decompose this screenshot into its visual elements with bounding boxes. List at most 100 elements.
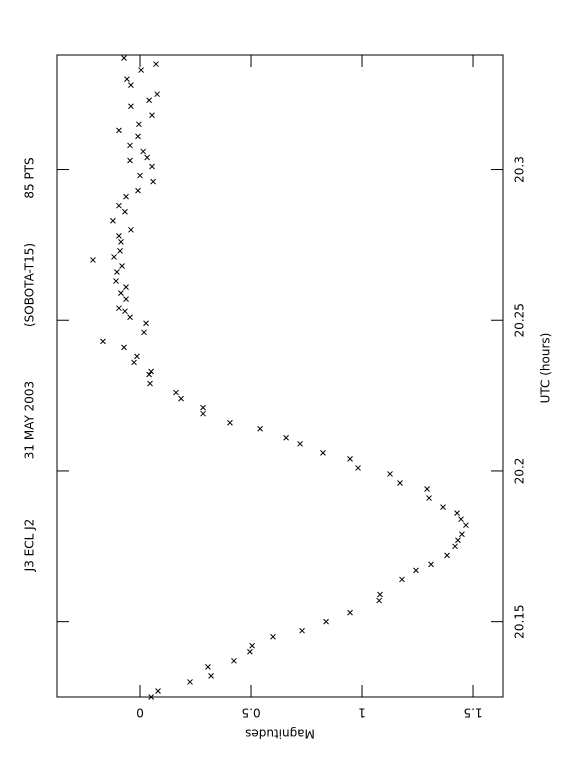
- data-point: [205, 664, 211, 670]
- data-point: [118, 290, 124, 296]
- y-axis-label: Magnitudes: [245, 727, 315, 741]
- data-point: [116, 202, 122, 209]
- x-tick-label: 20.25: [513, 303, 527, 337]
- data-point: [173, 389, 179, 396]
- data-point: [320, 450, 326, 456]
- data-point: [455, 537, 461, 544]
- data-point: [323, 618, 329, 625]
- data-point: [270, 633, 276, 640]
- data-point: [347, 609, 353, 616]
- data-point: [148, 694, 154, 700]
- y-tick-label: 0: [136, 706, 144, 720]
- data-point: [426, 495, 432, 501]
- y-tick-label: 1.5: [463, 706, 482, 720]
- data-point: [123, 193, 129, 200]
- data-point: [135, 187, 141, 194]
- data-point: [121, 344, 127, 351]
- data-point: [127, 142, 133, 149]
- data-point: [134, 353, 140, 360]
- data-point: [123, 284, 129, 290]
- plot-frame: [56, 54, 504, 698]
- data-point: [128, 226, 134, 233]
- data-point: [459, 531, 465, 538]
- data-point: [117, 248, 123, 254]
- data-point: [299, 627, 305, 634]
- data-point: [452, 543, 458, 550]
- data-point: [146, 97, 152, 104]
- data-point: [118, 239, 124, 245]
- data-point: [424, 486, 430, 492]
- data-point: [154, 91, 160, 98]
- data-point: [114, 269, 120, 275]
- data-point: [257, 425, 263, 432]
- title-observatory: (SOBOTA-T15): [23, 243, 37, 327]
- data-point: [297, 440, 303, 447]
- data-point: [113, 278, 119, 284]
- data-point: [355, 465, 361, 471]
- data-point: [136, 121, 142, 128]
- x-tick-label: 20.3: [513, 156, 527, 183]
- data-point: [143, 320, 149, 327]
- x-axis-label: UTC (hours): [539, 333, 553, 404]
- data-point: [283, 434, 289, 441]
- data-point: [90, 257, 96, 263]
- data-point: [249, 642, 255, 649]
- data-point: [413, 567, 419, 574]
- data-point: [440, 504, 446, 510]
- title-count: 85 PTS: [23, 157, 37, 198]
- data-point: [116, 232, 122, 239]
- data-point: [140, 148, 146, 155]
- data-point: [127, 314, 133, 321]
- data-point: [123, 296, 129, 302]
- y-tick-label: 0.5: [241, 706, 260, 720]
- data-point: [397, 480, 403, 486]
- data-point: [146, 371, 152, 378]
- data-point: [111, 254, 117, 260]
- data-point: [444, 552, 450, 559]
- data-point: [150, 178, 156, 185]
- data-point: [149, 112, 155, 119]
- data-point: [178, 395, 184, 402]
- data-point: [122, 208, 128, 215]
- data-point: [141, 329, 147, 336]
- data-point: [347, 456, 353, 462]
- data-point: [208, 673, 214, 679]
- data-point: [116, 305, 122, 312]
- title-date: 31 MAY 2003: [23, 381, 37, 459]
- data-point: [227, 419, 233, 426]
- y-tick-label: 1: [358, 706, 366, 720]
- data-point: [153, 61, 159, 67]
- data-point: [122, 308, 128, 315]
- data-point: [138, 67, 144, 73]
- data-point: [137, 172, 143, 179]
- data-point: [144, 154, 150, 161]
- data-point: [121, 55, 127, 61]
- data-point: [463, 522, 469, 529]
- data-point: [119, 263, 125, 269]
- data-point: [247, 648, 253, 655]
- data-point: [116, 127, 122, 134]
- data-point: [148, 368, 154, 375]
- data-point: [110, 217, 116, 224]
- data-point: [200, 404, 206, 411]
- data-point: [377, 591, 383, 598]
- data-point: [399, 576, 405, 583]
- title-object: J3 ECL J2: [23, 519, 37, 573]
- data-point: [100, 338, 106, 345]
- data-point: [376, 597, 382, 604]
- data-point: [428, 561, 434, 568]
- data-point: [187, 679, 193, 685]
- data-point: [231, 657, 237, 664]
- x-tick-label: 20.15: [513, 604, 527, 638]
- data-point: [458, 516, 464, 523]
- data-point: [155, 688, 161, 694]
- data-point: [128, 103, 134, 110]
- data-point: [135, 133, 141, 140]
- data-point: [131, 359, 137, 366]
- data-point: [454, 510, 460, 516]
- data-point: [124, 76, 130, 82]
- data-point: [387, 471, 393, 477]
- data-point: [127, 157, 133, 164]
- data-point: [147, 380, 153, 387]
